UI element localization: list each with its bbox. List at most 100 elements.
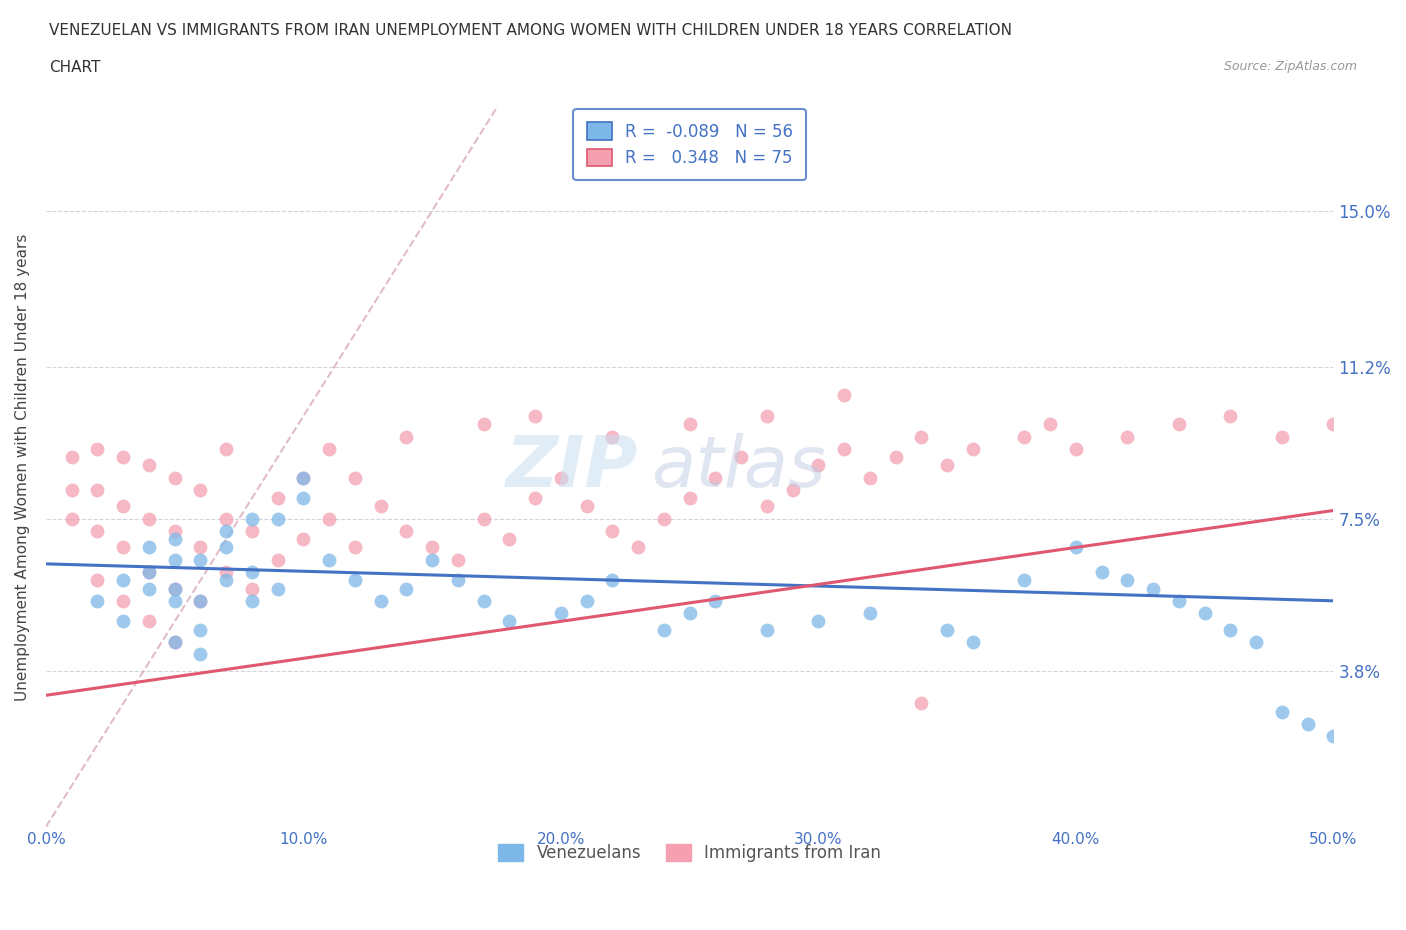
Point	[679, 491, 702, 506]
Point	[215, 573, 238, 588]
Point	[215, 442, 238, 457]
Point	[1064, 442, 1087, 457]
Point	[343, 540, 366, 555]
Point	[163, 634, 186, 649]
Point	[884, 449, 907, 464]
Point	[112, 593, 135, 608]
Point	[370, 593, 392, 608]
Point	[1322, 417, 1344, 432]
Point	[1194, 605, 1216, 620]
Point	[679, 605, 702, 620]
Point	[138, 614, 160, 629]
Point	[910, 696, 932, 711]
Point	[575, 593, 598, 608]
Point	[370, 498, 392, 513]
Point	[936, 622, 959, 637]
Point	[524, 408, 547, 423]
Point	[1014, 573, 1036, 588]
Point	[318, 512, 340, 526]
Point	[60, 483, 83, 498]
Point	[472, 593, 495, 608]
Point	[163, 634, 186, 649]
Point	[1167, 417, 1189, 432]
Point	[86, 593, 108, 608]
Text: VENEZUELAN VS IMMIGRANTS FROM IRAN UNEMPLOYMENT AMONG WOMEN WITH CHILDREN UNDER : VENEZUELAN VS IMMIGRANTS FROM IRAN UNEMP…	[49, 23, 1012, 38]
Point	[138, 540, 160, 555]
Point	[190, 540, 212, 555]
Point	[1322, 729, 1344, 744]
Point	[679, 417, 702, 432]
Point	[627, 540, 650, 555]
Point	[936, 458, 959, 472]
Point	[1039, 417, 1062, 432]
Point	[704, 593, 727, 608]
Point	[1116, 429, 1139, 444]
Point	[267, 512, 290, 526]
Point	[962, 634, 984, 649]
Point	[420, 540, 443, 555]
Point	[755, 408, 778, 423]
Point	[138, 581, 160, 596]
Point	[962, 442, 984, 457]
Point	[318, 442, 340, 457]
Point	[420, 552, 443, 567]
Point	[163, 524, 186, 538]
Point	[292, 471, 315, 485]
Point	[524, 491, 547, 506]
Point	[832, 388, 855, 403]
Point	[575, 498, 598, 513]
Point	[86, 483, 108, 498]
Point	[755, 622, 778, 637]
Point	[1064, 540, 1087, 555]
Point	[730, 449, 752, 464]
Point	[190, 622, 212, 637]
Point	[86, 524, 108, 538]
Point	[343, 471, 366, 485]
Text: CHART: CHART	[49, 60, 101, 75]
Point	[240, 565, 263, 579]
Point	[1014, 429, 1036, 444]
Point	[755, 498, 778, 513]
Point	[1091, 565, 1114, 579]
Point	[704, 471, 727, 485]
Point	[267, 491, 290, 506]
Point	[807, 458, 830, 472]
Point	[240, 581, 263, 596]
Point	[60, 512, 83, 526]
Point	[190, 646, 212, 661]
Point	[1271, 429, 1294, 444]
Point	[472, 417, 495, 432]
Point	[652, 512, 675, 526]
Point	[550, 605, 572, 620]
Point	[395, 429, 418, 444]
Point	[112, 614, 135, 629]
Point	[498, 532, 520, 547]
Point	[60, 449, 83, 464]
Point	[138, 565, 160, 579]
Point	[602, 429, 624, 444]
Point	[86, 573, 108, 588]
Text: ZIP: ZIP	[506, 432, 638, 502]
Point	[602, 524, 624, 538]
Point	[215, 512, 238, 526]
Point	[859, 605, 882, 620]
Point	[292, 491, 315, 506]
Point	[1116, 573, 1139, 588]
Point	[550, 471, 572, 485]
Point	[1219, 622, 1241, 637]
Point	[602, 573, 624, 588]
Point	[190, 593, 212, 608]
Point	[138, 565, 160, 579]
Point	[1296, 717, 1319, 732]
Point	[138, 458, 160, 472]
Point	[447, 573, 470, 588]
Point	[112, 449, 135, 464]
Point	[112, 540, 135, 555]
Point	[1244, 634, 1267, 649]
Point	[395, 524, 418, 538]
Legend: Venezuelans, Immigrants from Iran: Venezuelans, Immigrants from Iran	[492, 837, 889, 869]
Text: atlas: atlas	[651, 432, 825, 502]
Point	[215, 540, 238, 555]
Point	[86, 442, 108, 457]
Point	[215, 565, 238, 579]
